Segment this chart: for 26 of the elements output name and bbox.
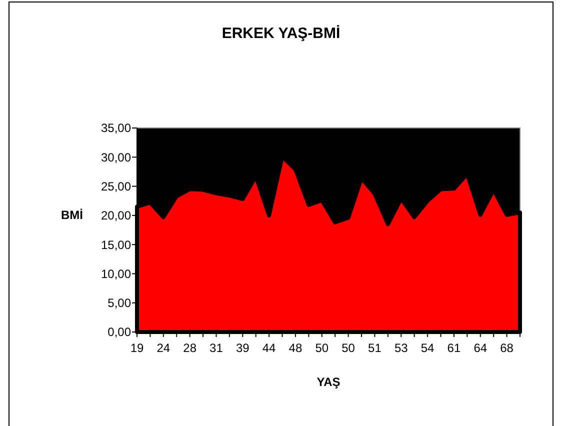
- x-tick-label: 54: [420, 341, 435, 355]
- y-tick-label: 30,00: [100, 150, 132, 164]
- y-tick-label: 35,00: [100, 121, 132, 136]
- x-tick-label: 51: [368, 341, 382, 355]
- x-tick-label: 68: [500, 341, 514, 355]
- x-tick-label: 50: [315, 341, 329, 355]
- x-axis-title: YAŞ: [316, 375, 340, 389]
- x-tick-label: 28: [183, 341, 197, 355]
- x-tick-label: 64: [474, 341, 488, 355]
- x-tick-label: 53: [394, 341, 408, 355]
- y-tick-label: 15,00: [100, 238, 132, 252]
- x-tick-label: 50: [342, 341, 356, 355]
- y-tick-label: 0,00: [108, 325, 132, 340]
- x-tick-label: 24: [156, 341, 170, 355]
- y-axis-title: BMİ: [61, 208, 83, 222]
- x-tick-label: 44: [262, 341, 276, 355]
- y-tick-label: 10,00: [100, 266, 132, 281]
- x-tick-label: 19: [130, 341, 144, 355]
- y-tick-label: 25,00: [100, 179, 132, 194]
- x-tick-label: 39: [236, 341, 250, 355]
- chart-title: ERKEK YAŞ-BMİ: [222, 25, 340, 42]
- y-tick-label: 5,00: [108, 296, 132, 310]
- x-tick-label: 48: [288, 341, 302, 355]
- y-tick-label: 20,00: [100, 208, 132, 223]
- x-tick-label: 61: [447, 341, 461, 355]
- x-tick-label: 31: [210, 341, 224, 355]
